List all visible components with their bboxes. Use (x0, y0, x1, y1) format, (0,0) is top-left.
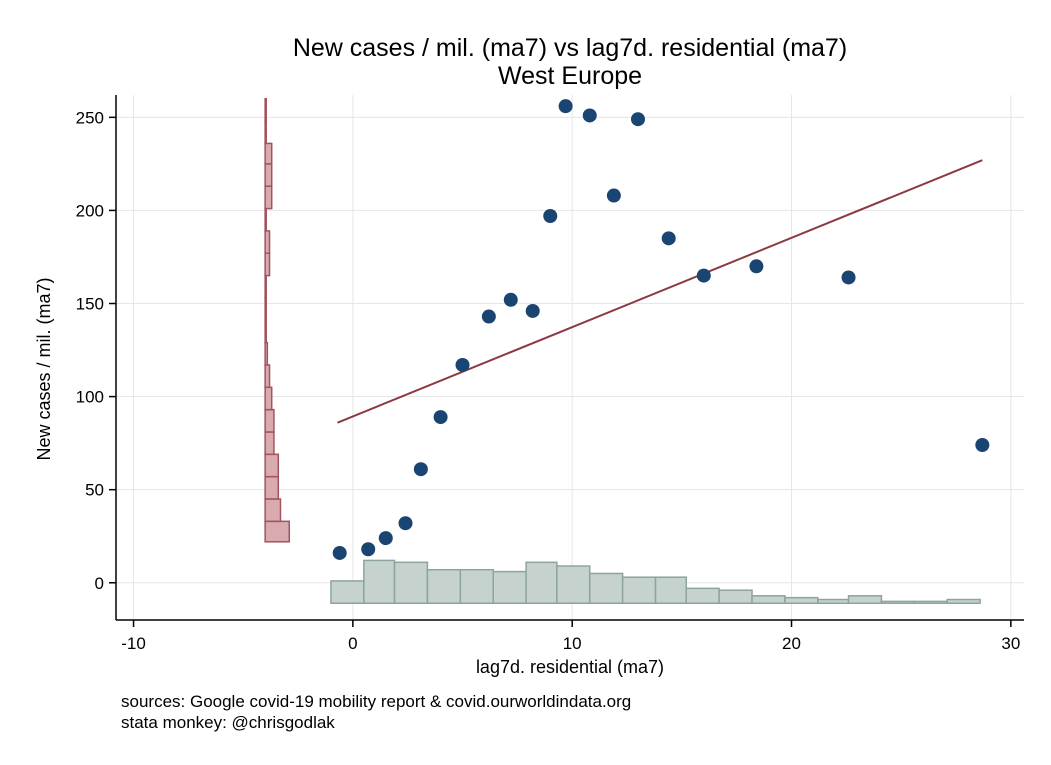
y-tick-label: 200 (76, 201, 104, 220)
x-tick-label: 30 (1001, 634, 1020, 653)
y-histogram-bar (264, 453, 280, 478)
x-histogram (330, 559, 981, 604)
x-histogram-bar (685, 587, 720, 604)
y-histogram-bar (264, 520, 291, 543)
chart-subtitle: West Europe (498, 62, 642, 90)
y-histogram-bar (264, 297, 267, 322)
y-histogram-bar (264, 498, 282, 523)
x-histogram-bar (621, 576, 657, 604)
x-histogram-bar (393, 561, 429, 604)
source-note: sources: Google covid-19 mobility report… (121, 692, 631, 711)
data-point (558, 99, 573, 114)
x-histogram-bar (330, 580, 365, 604)
data-point (582, 108, 597, 123)
data-point (378, 531, 393, 546)
y-histogram-bar (264, 475, 280, 500)
data-point (332, 545, 347, 560)
data-point (481, 309, 496, 324)
data-point (749, 259, 764, 274)
x-histogram-bar (363, 559, 396, 604)
x-histogram-bar (426, 568, 462, 604)
y-histogram-bar (264, 252, 271, 277)
x-histogram-bar (459, 568, 494, 604)
x-histogram-bar (751, 595, 786, 604)
x-tick-label: -10 (121, 634, 146, 653)
x-tick-label: 20 (782, 634, 801, 653)
x-histogram-bar (588, 572, 624, 604)
y-tick-label: 250 (76, 108, 104, 127)
chart-title: New cases / mil. (ma7) vs lag7d. residen… (293, 34, 847, 62)
y-tick-label: 50 (85, 481, 104, 500)
x-histogram-bar (784, 596, 819, 604)
x-histogram-bar (880, 600, 916, 604)
data-point (606, 188, 621, 203)
y-histogram (264, 97, 291, 543)
data-point (361, 542, 376, 557)
x-histogram-bar (817, 598, 850, 604)
y-histogram-bar (264, 274, 267, 299)
data-point (543, 209, 558, 224)
x-tick-label: 0 (348, 634, 357, 653)
y-histogram-bar (264, 142, 273, 165)
fit-line (337, 159, 983, 424)
y-histogram-bar (264, 408, 275, 433)
data-point (841, 270, 856, 285)
x-histogram-bar (525, 561, 558, 604)
y-histogram-bar (264, 185, 273, 210)
y-histogram-bar (264, 120, 267, 145)
credit-note: stata monkey: @chrisgodlak (121, 713, 335, 732)
gridlines (116, 95, 1024, 620)
y-histogram-bar (264, 386, 273, 411)
x-histogram-bar (654, 576, 687, 604)
x-histogram-bar (946, 598, 981, 604)
data-point (503, 292, 518, 307)
y-axis-title: New cases / mil. (ma7) (34, 277, 54, 460)
data-point (455, 357, 470, 372)
y-histogram-bar (264, 431, 275, 456)
data-point (398, 516, 413, 531)
y-histogram-bar (264, 230, 271, 254)
x-histogram-bar (718, 589, 753, 604)
data-point (525, 303, 540, 318)
x-axis-title: lag7d. residential (ma7) (476, 657, 664, 677)
y-tick-label: 150 (76, 295, 104, 314)
y-tick-label: 0 (95, 574, 104, 593)
y-histogram-bar (264, 163, 273, 187)
tick-labels: -10 0 10 20 30 0 50 100 150 200 250 (76, 108, 1021, 653)
data-point (661, 231, 676, 246)
y-histogram-bar (264, 364, 271, 389)
x-histogram-bar (913, 600, 948, 604)
x-tick-label: 10 (563, 634, 582, 653)
x-histogram-bar (847, 595, 883, 604)
x-histogram-bar (492, 570, 527, 604)
axes (109, 95, 1024, 627)
data-point (413, 462, 428, 477)
x-histogram-bar (556, 565, 591, 604)
y-histogram-bar (264, 207, 267, 232)
fit-line-group (337, 159, 983, 424)
y-histogram-bar (264, 341, 269, 366)
data-point (696, 268, 711, 283)
y-histogram-bar (264, 319, 267, 344)
y-tick-label: 100 (76, 388, 104, 407)
data-point (975, 438, 990, 452)
data-point (630, 112, 645, 127)
scatter-points (332, 99, 990, 560)
data-point (433, 410, 448, 425)
y-histogram-bar (264, 97, 267, 122)
